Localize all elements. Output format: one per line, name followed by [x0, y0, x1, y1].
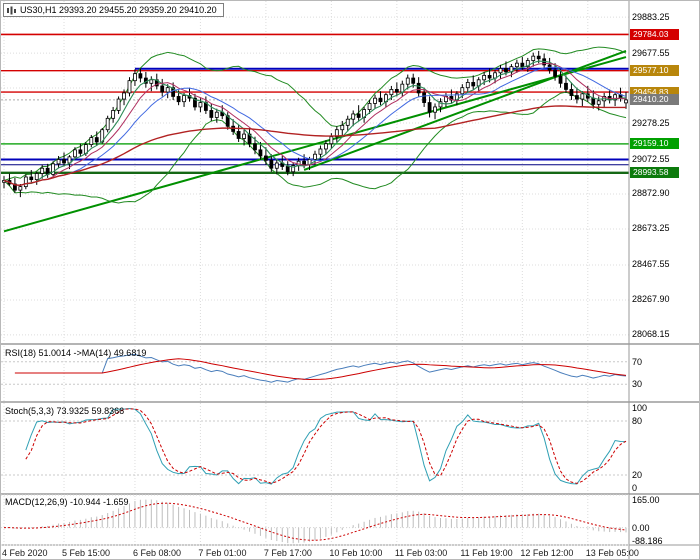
stoch-header: Stoch(5,3,3) 73.9325 59.8366 — [5, 406, 125, 416]
price-axis[interactable] — [629, 1, 699, 545]
chart-title-box: US30,H1 29393.20 29455.20 29359.20 29410… — [3, 3, 224, 17]
chart-title: US30,H1 29393.20 29455.20 29359.20 29410… — [20, 5, 217, 15]
macd-header: MACD(12,26,9) -10.944 -1.659 — [5, 497, 129, 507]
candlestick-icon — [7, 6, 16, 15]
time-axis[interactable] — [1, 545, 629, 559]
rsi-header: RSI(18) 51.0014 ->MA(14) 49.6819 — [5, 348, 147, 358]
